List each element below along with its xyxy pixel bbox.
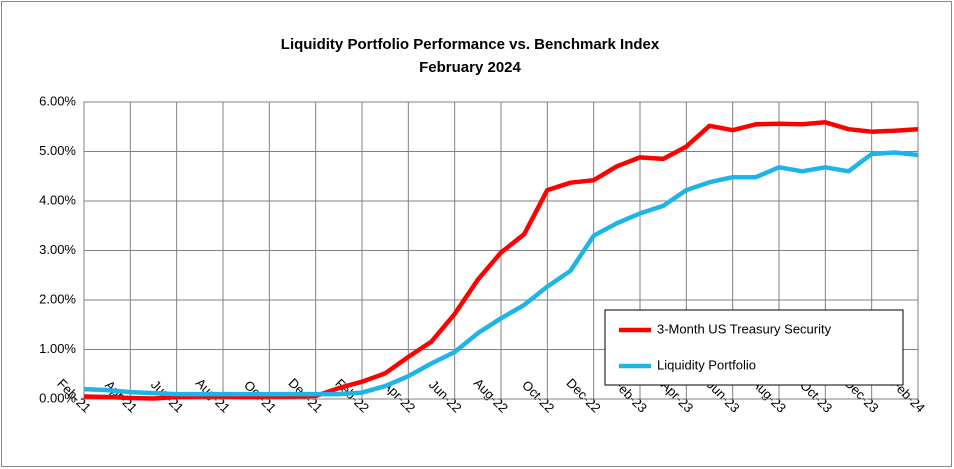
chart-subtitle: February 2024 [419,59,521,76]
y-tick-label: 5.00% [39,143,76,158]
chart-title: Liquidity Portfolio Performance vs. Benc… [281,36,660,53]
legend-label: Liquidity Portfolio [657,357,756,372]
y-tick-label: 6.00% [39,93,76,108]
y-tick-label: 1.00% [39,341,76,356]
y-tick-label: 2.00% [39,291,76,306]
series-line [83,120,919,401]
legend-label: 3-Month US Treasury Security [657,321,832,336]
series-line [83,150,919,397]
y-tick-label: 3.00% [39,242,76,257]
y-tick-label: 4.00% [39,192,76,207]
y-tick-label: 0.00% [39,390,76,405]
legend-box [604,309,904,386]
plot-border [83,101,919,400]
